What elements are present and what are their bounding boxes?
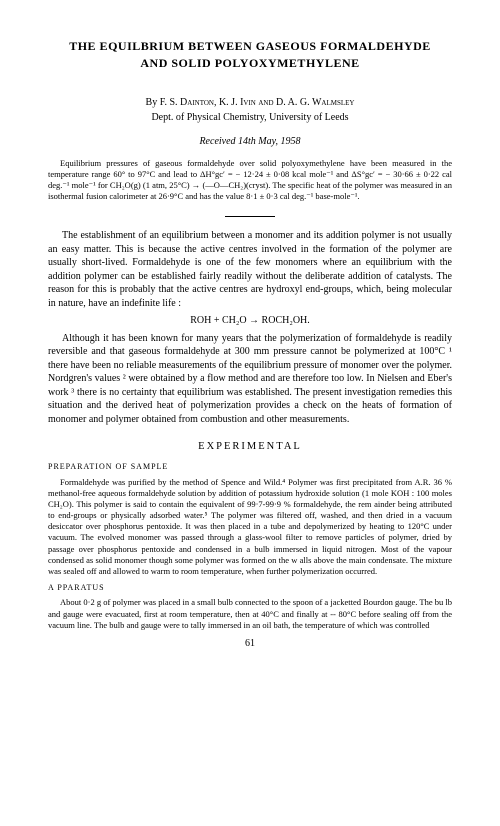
authors-line: By F. S. Dainton, K. J. Ivin and D. A. G…: [48, 96, 452, 110]
authors-names: F. S. Dainton, K. J. Ivin and D. A. G. W…: [160, 97, 355, 108]
section-divider: [225, 216, 275, 217]
apparatus-para: About 0·2 g of polymer was placed in a s…: [48, 597, 452, 630]
intro-para-2: Although it has been known for many year…: [48, 332, 452, 427]
department: Dept. of Physical Chemistry, University …: [48, 111, 452, 125]
apparatus-subheading: A PPARATUS: [48, 583, 452, 594]
authors-prefix: By: [146, 97, 160, 108]
received-date: Received 14th May, 1958: [48, 135, 452, 149]
intro-para-1: The establishment of an equilibrium betw…: [48, 229, 452, 310]
page-number: 61: [48, 637, 452, 651]
experimental-heading: EXPERIMENTAL: [48, 440, 452, 454]
title-line-2: AND SOLID POLYOXYMETHYLENE: [140, 56, 359, 70]
abstract-text: Equilibrium pressures of gaseous formald…: [48, 158, 452, 202]
preparation-subheading: PREPARATION OF SAMPLE: [48, 462, 452, 473]
chemical-equation: ROH + CH₂O → ROCH₂OH.: [48, 314, 452, 328]
paper-title: THE EQUILBRIUM BETWEEN GASEOUS FORMALDEH…: [48, 38, 452, 72]
title-line-1: THE EQUILBRIUM BETWEEN GASEOUS FORMALDEH…: [69, 39, 431, 53]
preparation-para: Formaldehyde was purified by the method …: [48, 477, 452, 576]
